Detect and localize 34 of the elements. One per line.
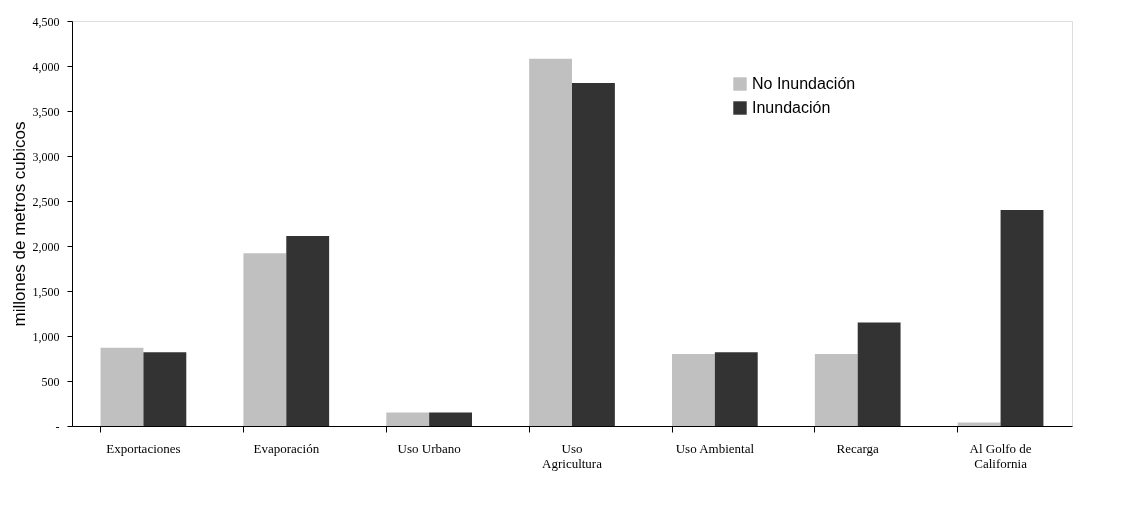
y-tick-label: 3,500 bbox=[32, 104, 60, 119]
bar bbox=[286, 236, 330, 426]
legend-label: Inundación bbox=[752, 99, 831, 116]
x-tick-label: Recarga bbox=[836, 440, 880, 456]
legend-label: No Inundación bbox=[752, 75, 856, 92]
bar bbox=[100, 347, 144, 426]
x-tick-label: Uso Ambiental bbox=[675, 440, 755, 456]
bar bbox=[1000, 210, 1044, 426]
bar bbox=[957, 422, 1001, 426]
bar bbox=[429, 412, 472, 426]
y-axis-title: millones de metros cubicos bbox=[9, 121, 29, 327]
x-tick-label: Uso Urbano bbox=[397, 440, 461, 456]
bar bbox=[672, 354, 715, 426]
y-tick-label: 4,000 bbox=[32, 59, 60, 74]
bar bbox=[857, 322, 901, 426]
y-tick-label: 1,000 bbox=[32, 329, 60, 344]
bar bbox=[143, 352, 187, 426]
bar bbox=[714, 352, 758, 426]
y-tick-label: 4,500 bbox=[32, 14, 60, 29]
y-tick-label: - bbox=[55, 419, 60, 434]
bar bbox=[529, 58, 572, 426]
x-tick-label: Uso Agricultura bbox=[542, 440, 603, 471]
y-tick-label: 2,500 bbox=[32, 194, 60, 209]
bar bbox=[814, 354, 858, 426]
bar bbox=[572, 83, 615, 426]
x-tick-label: Al Golfo de California bbox=[969, 440, 1032, 471]
x-tick-label: Exportaciones bbox=[106, 440, 181, 456]
x-tick-label: Evaporación bbox=[253, 440, 320, 456]
bar bbox=[243, 253, 287, 426]
y-tick-label: 500 bbox=[41, 374, 60, 389]
y-tick-label: 1,500 bbox=[32, 284, 60, 299]
bar bbox=[386, 412, 430, 426]
y-tick-label: 3,000 bbox=[32, 149, 60, 164]
y-tick-label: 2,000 bbox=[32, 239, 60, 254]
